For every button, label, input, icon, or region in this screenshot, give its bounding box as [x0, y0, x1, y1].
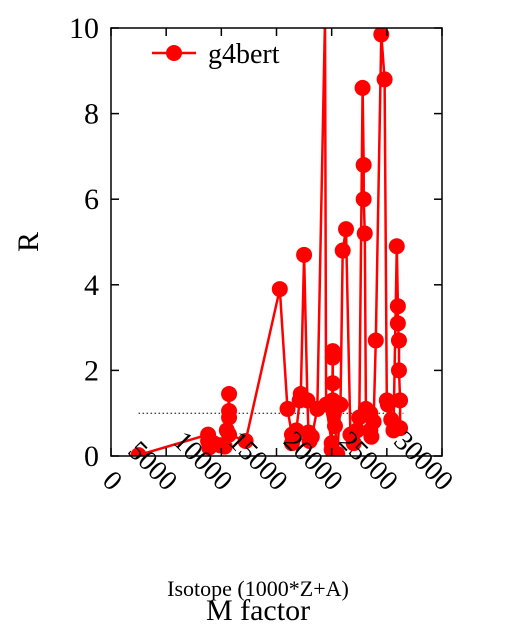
data-point	[349, 422, 366, 439]
y-axis-label: R	[12, 232, 45, 252]
data-point	[130, 447, 147, 456]
data-point	[390, 332, 407, 349]
data-point	[329, 445, 346, 456]
data-point	[271, 281, 288, 298]
y-tick-label: 2	[84, 354, 99, 387]
data-point	[345, 435, 362, 452]
y-tick-label: 4	[84, 269, 99, 302]
data-point	[221, 385, 238, 402]
data-point	[221, 409, 238, 426]
data-point	[367, 332, 384, 349]
data-point	[332, 396, 349, 413]
data-point	[390, 362, 407, 379]
data-point	[317, 11, 333, 27]
data-point	[373, 28, 390, 43]
data-point	[355, 156, 372, 173]
x-axis-label-secondary: M factor	[206, 594, 310, 624]
legend-marker	[166, 45, 182, 61]
data-point	[392, 392, 409, 409]
legend: g4bert	[152, 39, 280, 70]
data-point	[363, 428, 380, 445]
x-axis-label: Isotope (1000*Z+A)	[167, 576, 349, 601]
y-tick-label: 10	[69, 12, 99, 45]
y-tick-label: 0	[84, 440, 99, 473]
x-tick-label: 30000	[388, 426, 459, 497]
data-point	[237, 433, 254, 450]
data-point	[279, 400, 296, 417]
data-point	[324, 349, 341, 366]
data-point	[389, 298, 406, 315]
data-point	[296, 246, 313, 263]
data-point	[389, 315, 406, 332]
data-point	[388, 238, 405, 255]
data-point	[379, 396, 396, 413]
data-point	[354, 79, 371, 96]
y-tick-label: 8	[84, 98, 99, 131]
y-tick-label: 6	[84, 183, 99, 216]
data-point	[355, 191, 372, 208]
data-point	[324, 375, 341, 392]
data-point	[376, 71, 393, 88]
data-point	[326, 418, 343, 435]
x-tick-label: 15000	[222, 426, 293, 497]
data-point	[356, 225, 373, 242]
series-layer	[130, 11, 409, 456]
legend-label: g4bert	[208, 39, 280, 70]
data-point	[288, 422, 305, 439]
data-point	[334, 242, 351, 259]
data-point	[221, 426, 238, 443]
data-point	[392, 420, 409, 437]
data-point	[338, 221, 355, 238]
data-point	[303, 428, 320, 445]
x-tick-label: 0	[96, 465, 128, 497]
data-point	[365, 413, 382, 430]
